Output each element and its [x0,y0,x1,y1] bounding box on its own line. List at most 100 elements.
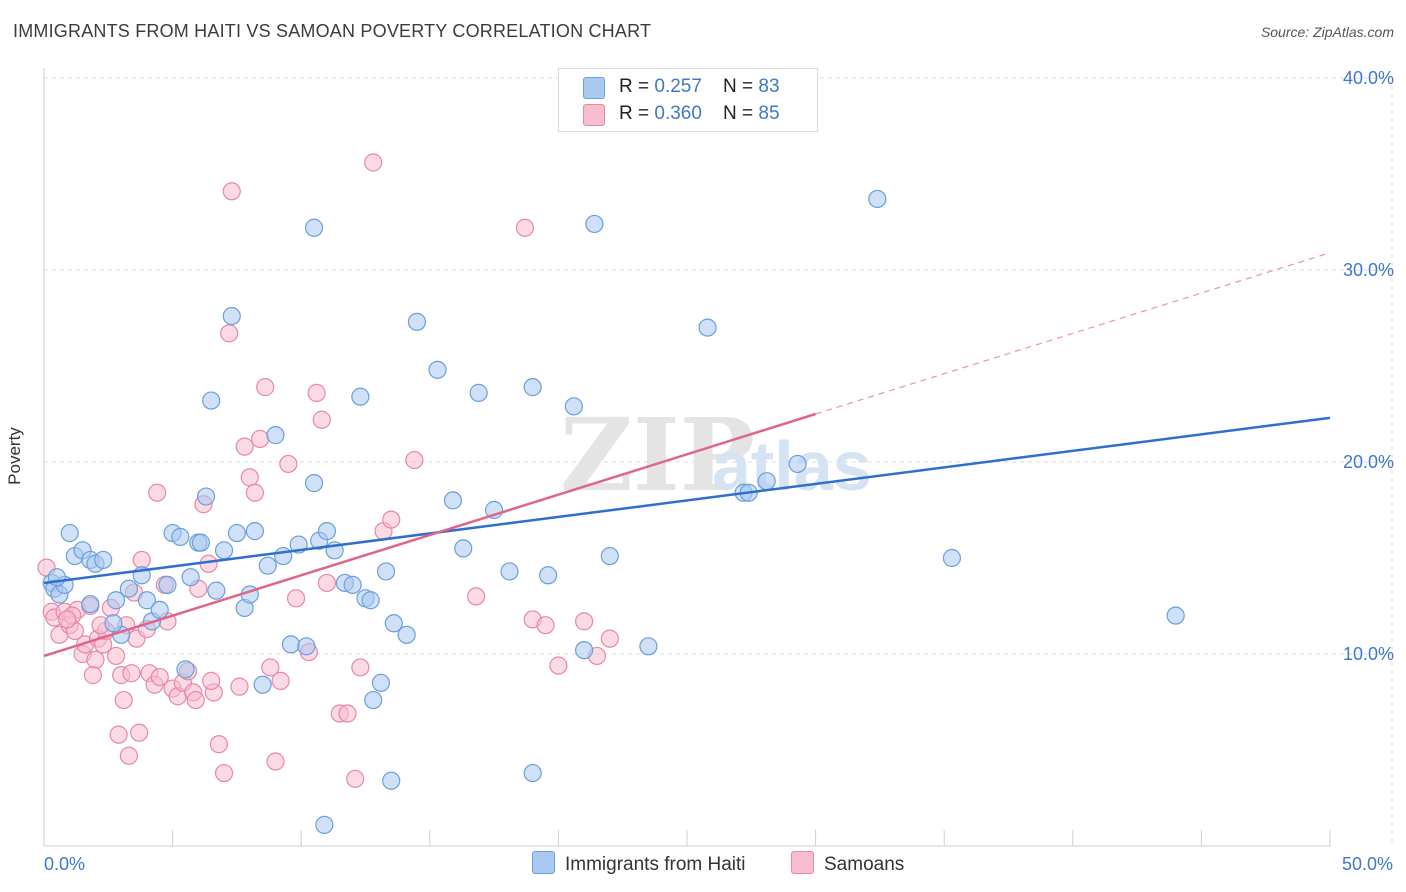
samoan-point-56 [317,573,337,593]
correlation-legend: R = 0.257 N = 83 R = 0.360 N = 85 [558,68,818,132]
haiti-point-62 [500,562,519,581]
haiti-point-53 [384,614,403,633]
y-tick-label-1: 20.0% [1343,452,1394,472]
samoan-point-48 [261,658,280,677]
chart-title: IMMIGRANTS FROM HAITI VS SAMOAN POVERTY … [13,21,652,41]
haiti-point-22 [176,660,195,679]
haiti-point-57 [428,360,447,379]
samoan-point-55 [312,410,331,429]
samoan-point-59 [346,769,365,788]
samoan-n-value: 85 [758,103,780,124]
samoan-point-42 [230,677,249,696]
haiti-point-40 [297,637,316,656]
samoan-point-44 [240,468,259,487]
haiti-n-value: 83 [758,76,780,97]
bottom-legend-haiti: Immigrants from Haiti [532,851,746,876]
y-tick-label-2: 30.0% [1343,260,1394,280]
haiti-point-64 [539,566,558,585]
tick-labels: 10.0% 20.0% 30.0% 40.0% 0.0% 50.0% [44,68,1394,874]
axes [43,68,1331,847]
samoan-r-label: R = [619,103,655,124]
haiti-point-18 [150,600,169,619]
haiti-point-30 [227,523,246,543]
haiti-point-47 [343,575,362,594]
bottom-legend-samoan: Samoans [791,851,904,876]
samoan-point-22 [132,550,151,570]
haiti-point-75 [868,189,887,209]
samoan-point-47 [256,378,275,397]
haiti-point-67 [585,214,604,234]
haiti-point-60 [469,383,488,402]
haiti-point-36 [266,426,285,445]
haiti-point-66 [575,641,594,660]
samoan-point-26 [150,667,169,687]
haiti-point-43 [317,522,337,541]
bottom-samoan-label: Samoans [824,854,905,875]
haiti-point-73 [757,472,776,491]
samoan-point-69 [549,656,568,675]
samoan-point-80 [83,666,102,685]
haiti-point-16 [137,591,156,610]
samoan-swatch [583,104,605,126]
haiti-point-68 [600,546,619,566]
samoan-point-50 [271,671,290,690]
trend-lines [43,252,1331,658]
samoan-point-84 [202,671,221,690]
haiti-point-76 [942,548,962,568]
watermark-main: ZIP [560,396,755,514]
haiti-point-55 [407,312,427,331]
haiti-point-23 [181,568,200,587]
haiti-point-82 [191,533,210,552]
haiti-point-74 [788,454,807,474]
haiti-point-69 [639,637,658,656]
y-tick-label-3: 40.0% [1343,68,1394,88]
samoan-point-65 [466,587,486,606]
samoan-point-81 [148,483,167,502]
haiti-point-59 [454,539,473,558]
samoan-point-77 [114,690,133,710]
haiti-point-52 [376,562,396,581]
haiti-point-45 [304,218,324,237]
y-tick-label-0: 10.0% [1343,644,1394,664]
haiti-trend-line [43,416,1331,585]
samoan-point-63 [382,510,401,529]
haiti-point-51 [371,673,391,692]
samoan-point-40 [220,324,239,343]
haiti-point-80 [523,763,542,783]
haiti-point-4 [60,523,79,543]
samoan-trend-extension [815,252,1331,415]
haiti-point-21 [171,527,190,546]
samoan-point-11 [86,650,105,669]
bottom-samoan-swatch [791,851,814,874]
samoan-point-43 [235,437,254,456]
haiti-point-29 [222,306,241,326]
samoan-point-45 [245,483,265,502]
samoan-point-72 [600,629,619,648]
haiti-swatch [583,77,605,99]
haiti-point-13 [119,579,138,598]
samoan-point-61 [364,153,383,172]
haiti-point-34 [253,675,272,694]
haiti-n-label: N = [723,76,759,97]
haiti-point-37 [274,546,293,566]
haiti-point-54 [397,625,416,644]
samoan-point-41 [222,182,241,201]
samoan-point-64 [405,450,424,470]
haiti-point-27 [207,581,226,600]
haiti-point-58 [443,491,463,510]
haiti-point-65 [564,397,583,416]
haiti-point-48 [351,387,370,406]
samoan-point-70 [575,612,594,631]
haiti-point-28 [214,541,234,560]
samoan-point-79 [58,610,77,629]
samoan-point-51 [279,454,298,474]
haiti-point-26 [202,391,221,410]
samoan-points [37,107,748,788]
bottom-haiti-label: Immigrants from Haiti [565,854,746,875]
haiti-point-78 [382,771,401,790]
samoan-point-39 [214,763,234,783]
samoan-point-52 [286,589,306,608]
samoan-point-46 [250,429,270,449]
haiti-point-9 [94,550,113,570]
